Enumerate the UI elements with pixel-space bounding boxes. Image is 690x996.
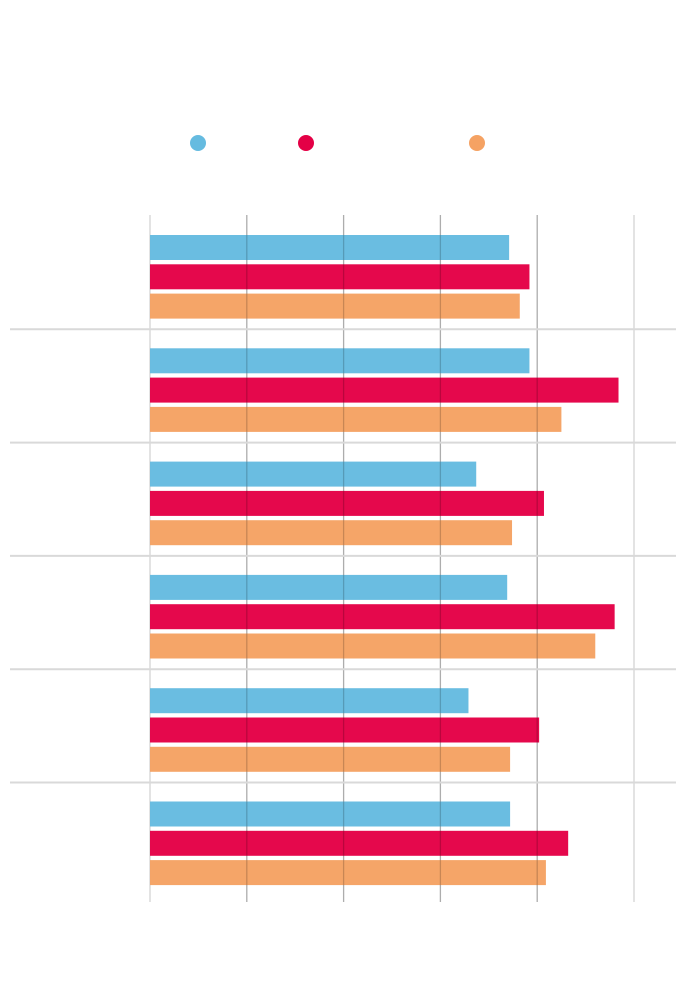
bar-group-6-series-3: [150, 860, 546, 886]
bars: [150, 215, 619, 902]
bar-group-1-series-1: [150, 235, 510, 260]
bar-group-3-series-2: [150, 490, 544, 516]
bar-group-4-series-2: [150, 604, 615, 630]
legend-marker-3: [469, 135, 485, 151]
bar-group-6-series-2: [150, 830, 569, 856]
row-separators: [10, 328, 676, 784]
bar-group-4-series-1: [150, 574, 508, 600]
bar-group-3-series-1: [150, 461, 477, 487]
legend-marker-1: [190, 135, 206, 151]
bar-group-6-series-1: [150, 801, 511, 827]
bar-group-3-series-3: [150, 520, 513, 546]
bar-group-5-series-3: [150, 746, 511, 772]
bar-group-5-series-2: [150, 717, 540, 743]
bar-group-4-series-3: [150, 633, 596, 659]
bar-group-2-series-3: [150, 406, 562, 432]
bar-group-1-series-2: [150, 264, 530, 290]
bar-group-2-series-1: [150, 348, 530, 374]
legend: [190, 135, 485, 151]
bar-group-2-series-2: [150, 377, 619, 403]
bar-group-5-series-1: [150, 688, 469, 714]
legend-marker-2: [298, 135, 314, 151]
bar-group-1-series-3: [150, 293, 520, 319]
